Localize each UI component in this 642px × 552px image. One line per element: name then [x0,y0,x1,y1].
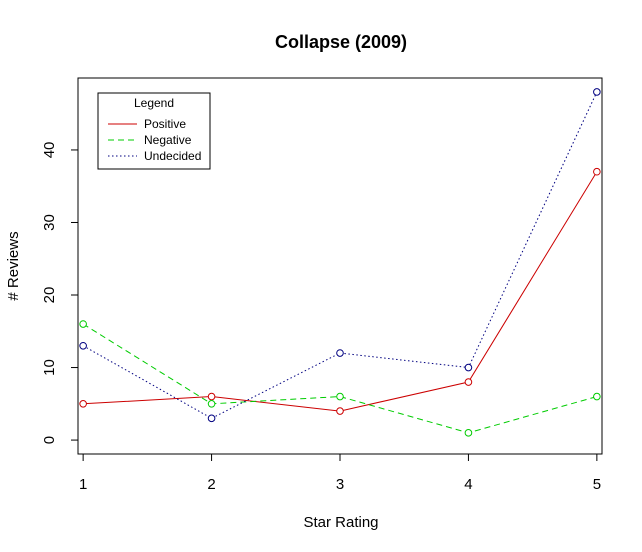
legend-label-negative: Negative [144,133,192,147]
data-point-positive [336,407,344,415]
x-tick-label: 4 [464,476,472,493]
chart-title: Collapse (2009) [275,32,407,52]
data-point-positive [79,400,87,408]
data-point-undecided [593,88,601,96]
data-point-negative [464,429,473,437]
data-point-undecided [336,349,344,357]
legend: Legend Positive Negative Undecided [97,92,211,170]
y-tick-label: 30 [41,214,58,231]
y-tick-label: 40 [41,142,58,159]
data-point-positive [464,378,473,386]
data-point-negative [336,392,344,401]
data-point-undecided [79,341,87,350]
data-point-undecided [464,363,473,372]
y-tick-label: 10 [41,359,58,376]
axes: 1 2 3 4 5 0 10 20 30 40 [41,142,601,493]
data-point-positive [593,167,601,176]
x-tick-label: 2 [207,476,215,493]
series-layer [79,88,601,437]
legend-label-undecided: Undecided [144,149,201,163]
series-line-negative [82,323,597,434]
data-point-negative [207,400,216,408]
data-point-negative [79,320,87,328]
legend-title: Legend [134,96,174,110]
y-tick-label: 0 [41,436,58,444]
series-line-positive [83,171,598,412]
x-tick-label: 1 [79,476,87,493]
x-tick-label: 5 [593,476,601,493]
y-axis-label: # Reviews [5,231,22,300]
data-point-positive [207,392,216,401]
data-point-undecided [207,414,216,423]
legend-label-positive: Positive [144,117,186,131]
data-point-negative [593,392,601,401]
x-axis-label: Star Rating [303,514,378,531]
y-tick-label: 20 [41,287,58,304]
x-tick-label: 3 [336,476,344,493]
